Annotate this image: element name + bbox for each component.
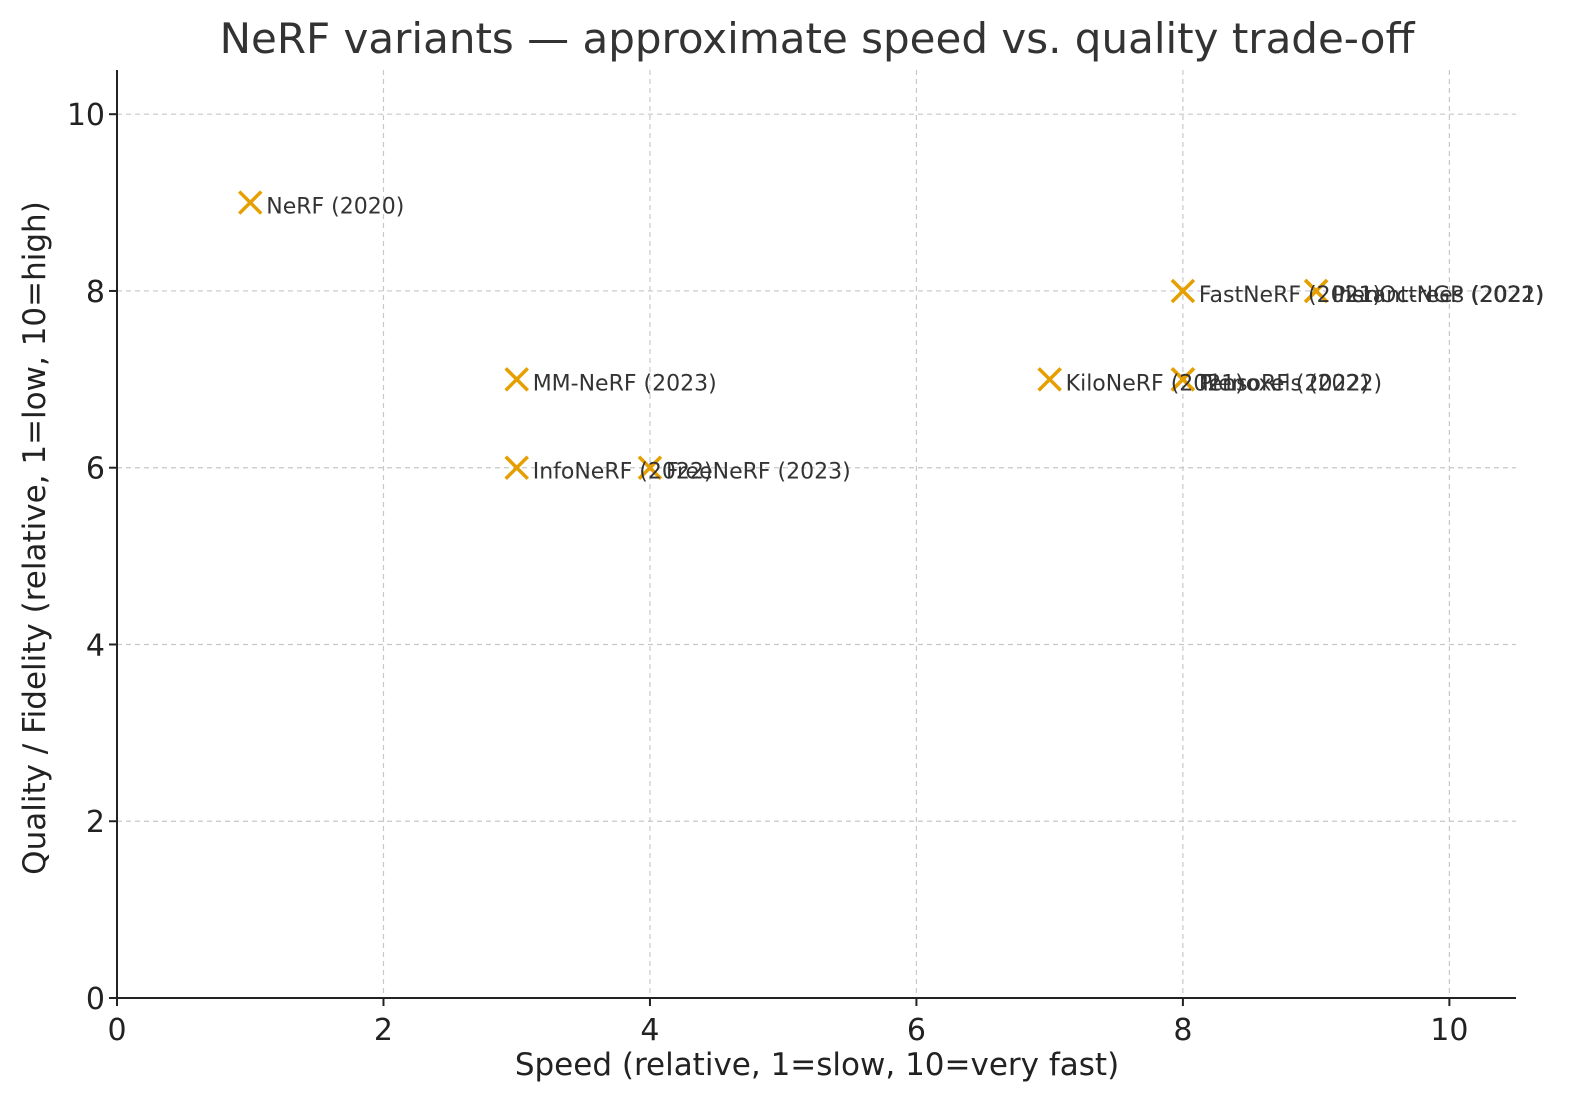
y-tick-label: 4 [86,628,105,663]
x-tick-label: 6 [907,1013,926,1048]
point-label: InfoNeRF (2022) [533,460,713,485]
point-labels: NeRF (2020) FastNeRF (2021)PlenOctrees (2… [266,195,1544,485]
point-label: KiloNeRF (2021) [1066,371,1244,396]
point-label: FastNeRF (2021) [1199,283,1381,308]
data-point [1303,278,1329,304]
chart-title: NeRF variants — approximate speed vs. qu… [220,14,1416,63]
x-tick-label: 8 [1173,1013,1192,1048]
data-points [238,190,1329,480]
y-tick-label: 2 [86,805,105,840]
ticks: 0 2 4 6 8 10 0 2 4 6 8 10 [67,98,1469,1048]
point-label: FreeNeRF (2023) [666,460,851,485]
data-point [1170,367,1196,392]
data-point [637,455,663,480]
data-point [238,190,263,215]
data-point [1170,278,1196,304]
grid [117,70,1516,998]
y-axis-label: Quality / Fidelity (relative, 1=low, 10=… [17,201,53,875]
data-point [504,455,529,480]
y-tick-label: 8 [86,275,105,310]
y-tick-label: 0 [86,982,105,1017]
point-label: NeRF (2020) [266,195,404,220]
data-point [504,367,529,392]
x-tick-label: 2 [374,1013,393,1048]
point-label: Instant-NGP (2022) [1332,283,1543,308]
point-label: TensoRF (2022) [1198,371,1369,396]
x-tick-label: 0 [107,1013,126,1048]
x-tick-label: 10 [1430,1013,1468,1048]
x-tick-label: 4 [640,1013,659,1048]
y-tick-label: 6 [86,452,105,487]
y-tick-label: 10 [67,98,105,133]
data-point [1037,367,1062,392]
point-label: MM-NeRF (2023) [533,371,717,396]
point-label: PlenOctrees (2021) [1332,283,1544,308]
axes [116,70,1516,999]
x-axis-label: Speed (relative, 1=slow, 10=very fast) [515,1047,1119,1083]
point-label: Plenoxels (2022) [1199,371,1382,396]
